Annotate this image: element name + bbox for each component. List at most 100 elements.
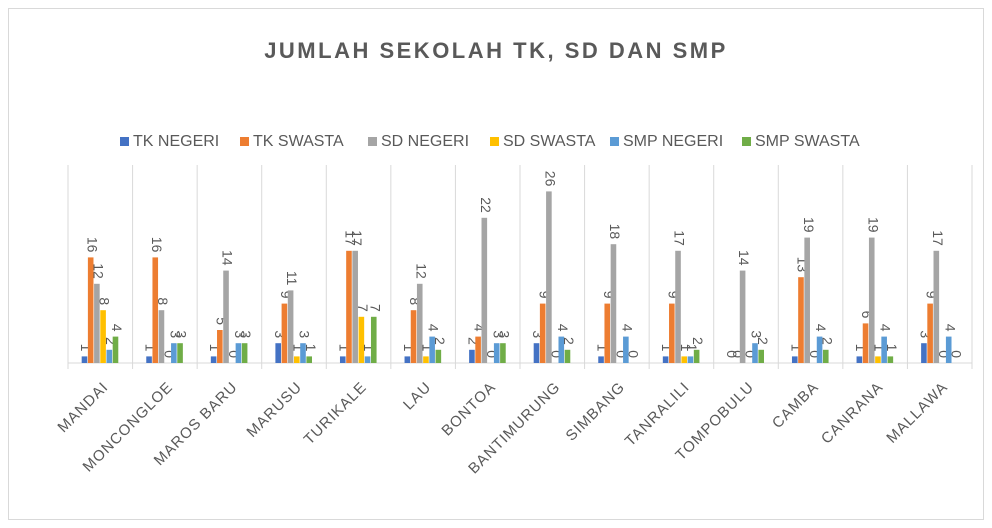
data-label: 1 bbox=[420, 344, 436, 352]
bar bbox=[533, 343, 540, 363]
bar bbox=[804, 237, 810, 363]
bar bbox=[475, 336, 481, 363]
bar bbox=[287, 290, 294, 363]
bar bbox=[404, 356, 411, 363]
data-label: 3 bbox=[174, 330, 190, 338]
data-label: 9 bbox=[536, 291, 552, 299]
data-label: 9 bbox=[601, 291, 617, 299]
data-label: 1 bbox=[872, 344, 888, 352]
data-label: 0 bbox=[724, 350, 740, 358]
bar bbox=[241, 343, 248, 363]
data-label: 4 bbox=[555, 324, 571, 332]
bar bbox=[881, 336, 887, 363]
data-label: 4 bbox=[426, 324, 442, 332]
bar bbox=[358, 316, 365, 363]
data-label: 0 bbox=[936, 350, 952, 358]
bar bbox=[798, 277, 804, 363]
data-label: 1 bbox=[78, 344, 94, 352]
bar bbox=[758, 349, 764, 363]
bar bbox=[469, 349, 475, 363]
data-label: 26 bbox=[542, 171, 558, 187]
data-label: 5 bbox=[213, 317, 229, 325]
bar bbox=[106, 349, 113, 363]
data-label: 3 bbox=[490, 330, 506, 338]
bar bbox=[822, 349, 829, 363]
data-label: 2 bbox=[466, 337, 482, 345]
bar bbox=[598, 356, 604, 363]
bar bbox=[210, 356, 217, 363]
data-label: 12 bbox=[90, 263, 106, 279]
data-label: 22 bbox=[478, 197, 494, 213]
legend-label: SMP SWASTA bbox=[755, 133, 860, 150]
data-label: 17 bbox=[930, 230, 946, 246]
data-label: 14 bbox=[736, 250, 752, 266]
data-label: 8 bbox=[407, 297, 423, 305]
legend-swatch bbox=[610, 137, 619, 146]
data-label: 7 bbox=[367, 304, 383, 312]
bar bbox=[675, 250, 681, 363]
bar bbox=[739, 270, 746, 363]
bar bbox=[493, 343, 500, 363]
data-label: 9 bbox=[278, 291, 294, 299]
bar bbox=[887, 356, 894, 363]
data-label: 3 bbox=[749, 330, 765, 338]
bar bbox=[623, 336, 629, 363]
bar bbox=[364, 356, 371, 363]
bar bbox=[410, 310, 417, 363]
data-label: 2 bbox=[690, 337, 706, 345]
bar bbox=[177, 343, 183, 363]
data-label: 2 bbox=[432, 337, 448, 345]
bar bbox=[933, 250, 940, 363]
data-label: 0 bbox=[161, 350, 177, 358]
data-label: 3 bbox=[297, 330, 313, 338]
data-label: 1 bbox=[684, 344, 700, 352]
legend-swatch bbox=[490, 137, 499, 146]
data-label: 8 bbox=[155, 297, 171, 305]
data-label: 16 bbox=[84, 237, 100, 253]
data-label: 0 bbox=[730, 350, 746, 358]
data-label: 1 bbox=[788, 344, 804, 352]
data-label: 1 bbox=[336, 344, 352, 352]
bar bbox=[81, 356, 88, 363]
bar bbox=[856, 356, 863, 363]
chart-title: JUMLAH SEKOLAH TK, SD DAN SMP bbox=[264, 38, 728, 63]
bar bbox=[294, 356, 300, 363]
data-label: 12 bbox=[413, 263, 429, 279]
bar bbox=[693, 349, 700, 363]
data-label: 3 bbox=[530, 330, 546, 338]
data-label: 18 bbox=[607, 224, 623, 240]
bar bbox=[610, 244, 617, 363]
bar bbox=[100, 310, 106, 363]
bar bbox=[346, 250, 352, 363]
data-label: 1 bbox=[290, 344, 306, 352]
data-label: 0 bbox=[226, 350, 242, 358]
data-label: 4 bbox=[813, 324, 829, 332]
bar bbox=[429, 336, 435, 363]
bar bbox=[687, 356, 694, 363]
data-label: 2 bbox=[561, 337, 577, 345]
legend-label: TK SWASTA bbox=[253, 133, 344, 150]
data-label: 1 bbox=[678, 344, 694, 352]
bar bbox=[112, 336, 119, 363]
data-label: 9 bbox=[924, 291, 940, 299]
data-label: 1 bbox=[143, 344, 159, 352]
data-label: 3 bbox=[238, 330, 254, 338]
data-label: 0 bbox=[613, 350, 629, 358]
bar bbox=[669, 303, 675, 363]
data-label: 2 bbox=[755, 337, 771, 345]
bar bbox=[481, 217, 488, 363]
bar bbox=[217, 330, 223, 363]
data-label: 8 bbox=[97, 297, 113, 305]
data-label: 0 bbox=[549, 350, 565, 358]
bar bbox=[281, 303, 288, 363]
data-label: 1 bbox=[401, 344, 417, 352]
data-label: 1 bbox=[595, 344, 611, 352]
bar bbox=[158, 310, 165, 363]
bar bbox=[546, 191, 552, 363]
bar bbox=[564, 349, 571, 363]
data-label: 2 bbox=[819, 337, 835, 345]
bar bbox=[500, 343, 506, 363]
bar bbox=[868, 237, 875, 363]
data-label: 9 bbox=[665, 291, 681, 299]
